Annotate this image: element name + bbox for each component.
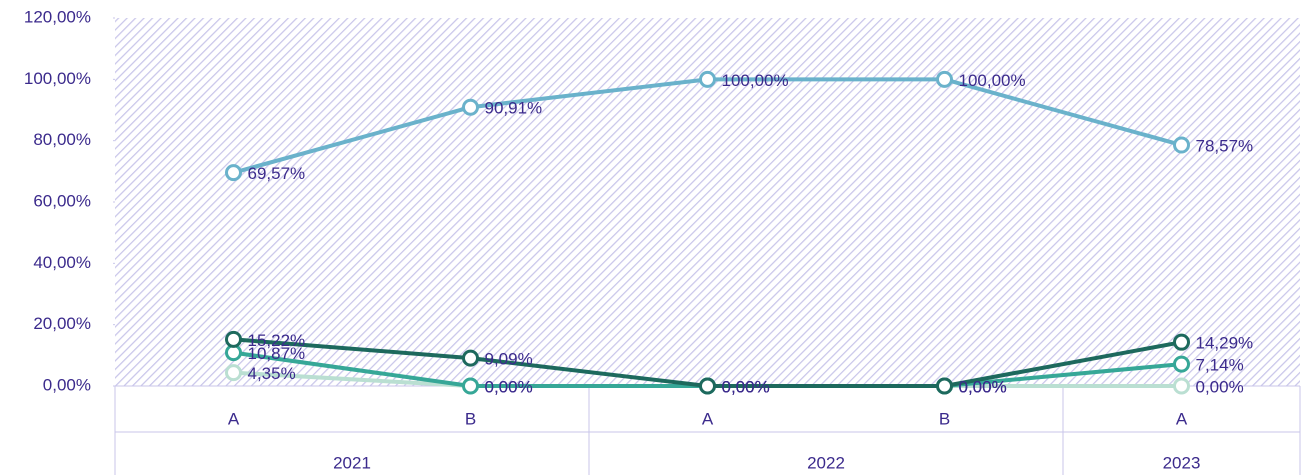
point bbox=[1173, 377, 1190, 395]
data-label: 69,57% bbox=[248, 164, 306, 183]
data-label: 4,35% bbox=[248, 364, 296, 383]
x-tick-label: B bbox=[465, 409, 476, 428]
data-label: 0,00% bbox=[722, 377, 770, 396]
point bbox=[699, 377, 716, 395]
y-tick-label: 100,00% bbox=[24, 69, 91, 88]
point bbox=[225, 364, 242, 382]
data-label: 100,00% bbox=[722, 71, 789, 90]
data-label: 0,00% bbox=[959, 377, 1007, 396]
data-label: 9,09% bbox=[485, 350, 533, 369]
x-tick-label: A bbox=[702, 409, 714, 428]
x-tick-label: B bbox=[939, 409, 950, 428]
y-tick-label: 20,00% bbox=[33, 314, 91, 333]
data-label: 90,91% bbox=[485, 99, 543, 118]
data-label: 7,14% bbox=[1196, 356, 1244, 375]
point bbox=[936, 70, 953, 88]
point bbox=[699, 70, 716, 88]
data-label: 0,00% bbox=[485, 377, 533, 396]
y-tick-label: 80,00% bbox=[33, 130, 91, 149]
point bbox=[1173, 355, 1190, 373]
point bbox=[462, 98, 479, 116]
point bbox=[225, 164, 242, 182]
data-label: 10,87% bbox=[248, 344, 306, 363]
x-tick-label: A bbox=[228, 409, 240, 428]
point bbox=[1173, 333, 1190, 351]
data-label: 14,29% bbox=[1196, 334, 1254, 353]
point bbox=[936, 377, 953, 395]
y-tick-label: 120,00% bbox=[24, 7, 91, 26]
group-label: 2022 bbox=[807, 453, 845, 472]
group-label: 2021 bbox=[333, 453, 371, 472]
x-tick-label: A bbox=[1176, 409, 1188, 428]
y-tick-label: 40,00% bbox=[33, 253, 91, 272]
data-label: 15,22% bbox=[248, 331, 306, 350]
y-tick-label: 0,00% bbox=[43, 375, 91, 394]
point bbox=[462, 377, 479, 395]
point bbox=[462, 349, 479, 367]
y-tick-label: 60,00% bbox=[33, 191, 91, 210]
data-label: 100,00% bbox=[959, 71, 1026, 90]
data-label: 0,00% bbox=[1196, 377, 1244, 396]
point bbox=[1173, 136, 1190, 154]
group-label: 2023 bbox=[1163, 453, 1201, 472]
data-label: 78,57% bbox=[1196, 137, 1254, 156]
point bbox=[225, 330, 242, 348]
